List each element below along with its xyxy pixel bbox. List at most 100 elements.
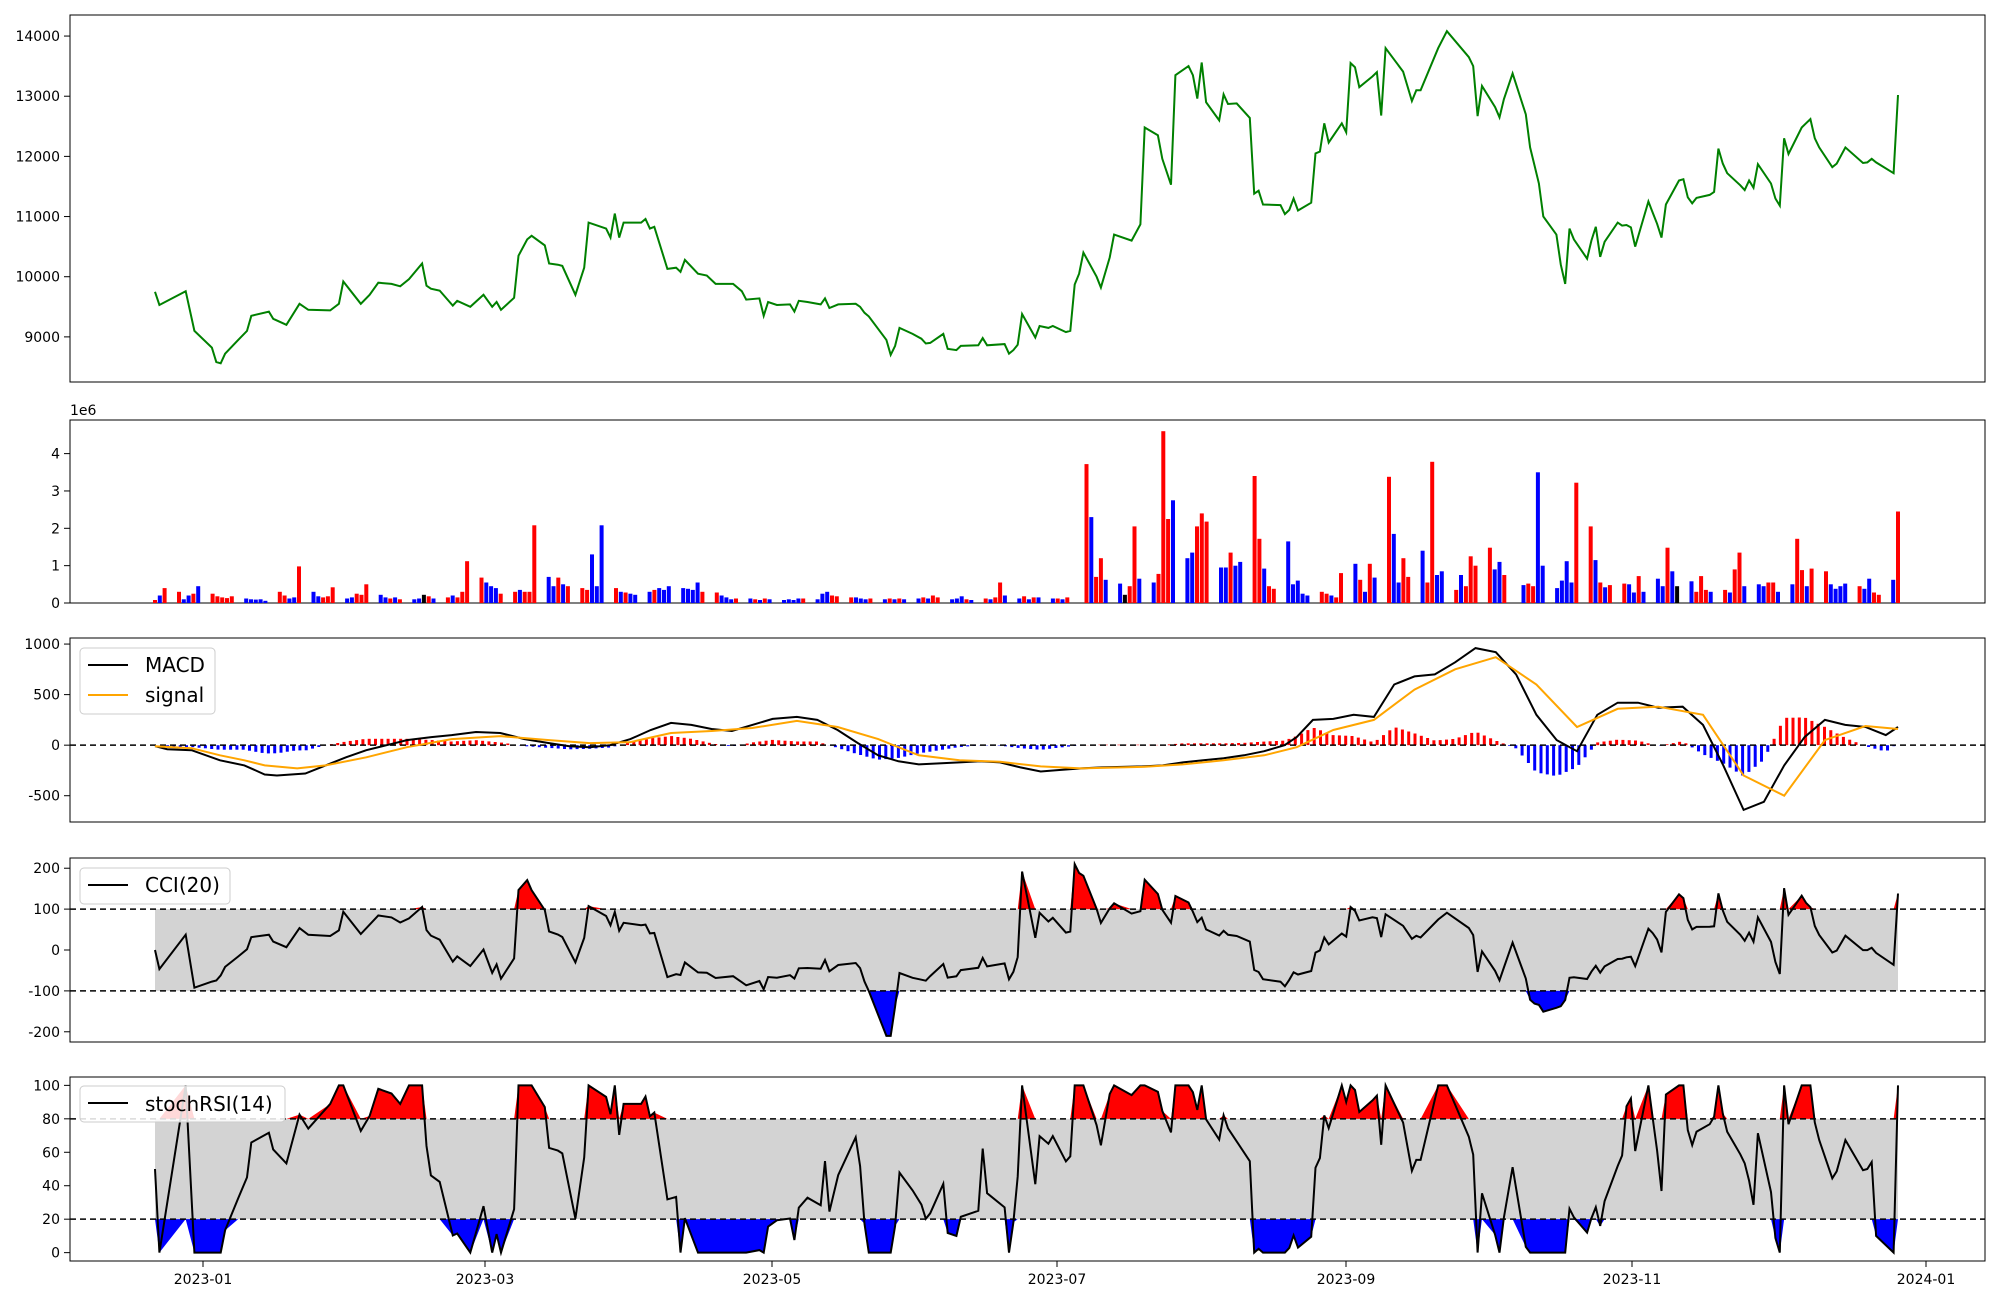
y-tick-label: 200 — [33, 861, 60, 877]
macd-hist-bar — [1067, 745, 1070, 747]
macd-hist-bar — [1344, 735, 1348, 746]
macd-hist-bar — [1388, 730, 1392, 746]
macd-hist-bar — [1274, 741, 1278, 746]
x-tick-label: 2023-09 — [1317, 1272, 1376, 1288]
volume-bar — [1199, 513, 1204, 603]
volume-bar — [858, 598, 863, 603]
volume-bar — [1857, 586, 1862, 603]
volume-bar — [762, 598, 767, 603]
volume-bar — [796, 598, 801, 603]
volume-bar — [1271, 588, 1276, 603]
macd-hist-bar — [1589, 745, 1593, 750]
volume-bar — [863, 599, 868, 603]
macd-hist-bar — [260, 745, 264, 753]
macd-hist-bar — [1690, 745, 1694, 748]
macd-hist-bar — [903, 745, 907, 757]
macd-hist-bar — [1489, 738, 1493, 746]
macd-axes-frame — [69, 637, 1986, 823]
volume-bar — [397, 599, 402, 603]
volume-bar — [758, 600, 762, 603]
volume-bar — [868, 598, 873, 603]
x-tick-label: 2023-07 — [1028, 1272, 1087, 1288]
cci-panel: -200 -100 0 100 200 CCI(20) — [28, 857, 1986, 1043]
macd-hist-bar — [1400, 729, 1404, 746]
macd-hist-bar — [644, 739, 648, 746]
volume-bar — [1468, 556, 1473, 603]
y-tick-label: 1 — [51, 559, 60, 575]
volume-bar — [354, 593, 359, 603]
macd-hist-bar — [752, 742, 755, 746]
macd-hist-bar — [1426, 738, 1430, 746]
cci-overbought-fill — [409, 864, 1899, 910]
macd-hist-bar — [1445, 739, 1448, 746]
macd-hist-bar — [455, 741, 459, 746]
volume-bar — [1420, 550, 1425, 603]
volume-bar — [1036, 597, 1041, 603]
macd-hist-bar — [355, 740, 359, 746]
macd-hist-bar — [1249, 742, 1253, 746]
price-line — [154, 29, 1899, 365]
volume-bar — [1238, 561, 1243, 603]
volume-bar — [297, 566, 301, 603]
volume-bar — [1228, 552, 1233, 603]
volume-bar — [1559, 580, 1564, 603]
volume-bar — [177, 591, 181, 603]
volume-bar — [1540, 565, 1545, 603]
volume-bar — [551, 586, 556, 603]
volume-bar — [1675, 586, 1680, 603]
y-tick-label: 11000 — [15, 210, 60, 226]
cci-legend-box — [79, 867, 231, 905]
macd-hist-bar — [386, 738, 390, 746]
volume-bar — [412, 599, 417, 603]
macd-hist-bar — [1558, 745, 1562, 775]
macd-hist-bar — [210, 745, 214, 749]
macd-hist-bar — [525, 745, 529, 747]
macd-hist-bar — [292, 745, 296, 751]
volume-bar — [364, 584, 369, 603]
macd-hist-bar — [556, 745, 560, 749]
macd-hist-bar — [1671, 743, 1675, 746]
macd-hist-bar — [203, 745, 207, 749]
macd-hist-bar — [846, 745, 850, 752]
volume-bar — [393, 597, 398, 603]
macd-hist-bar — [1167, 744, 1171, 746]
y-tick-label: 500 — [33, 688, 60, 704]
macd-hist-bar — [317, 745, 321, 747]
volume-bar — [450, 595, 455, 603]
macd-hist-bar — [1438, 740, 1442, 746]
volume-bar — [1367, 563, 1372, 603]
volume-bar — [244, 598, 249, 603]
volume-bar — [786, 599, 791, 603]
macd-hist-bar — [922, 745, 926, 753]
volume-bar — [1636, 576, 1641, 603]
macd-hist-bar — [304, 745, 308, 751]
y-tick-label: 0 — [51, 943, 60, 959]
volume-bar — [210, 593, 215, 603]
volume-bar — [388, 598, 393, 603]
y-tick-label: 60 — [42, 1145, 60, 1161]
macd-hist-bar — [1300, 733, 1304, 746]
macd-hist-bar — [1029, 745, 1033, 749]
volume-bar — [1233, 565, 1238, 603]
volume-bar — [1598, 582, 1603, 603]
macd-hist-bar — [1243, 742, 1247, 746]
volume-bar — [287, 598, 292, 603]
volume-bar — [1790, 584, 1795, 603]
macd-hist-bar — [248, 745, 251, 751]
macd-hist-bar — [1413, 733, 1417, 746]
volume-bar — [513, 591, 518, 603]
y-tick-label: 0 — [51, 596, 60, 612]
volume-bar — [830, 595, 834, 603]
volume-bar — [1804, 586, 1809, 603]
macd-hist-bar — [1369, 741, 1373, 746]
macd-hist-bar — [1048, 745, 1052, 749]
macd-hist-bar — [1747, 745, 1751, 772]
macd-hist-bar — [487, 741, 491, 746]
volume-bar — [902, 599, 907, 603]
y-tick-label: 10000 — [15, 270, 60, 286]
volume-bar — [1267, 586, 1271, 603]
volume-bar — [1771, 582, 1776, 603]
macd-hist-bar — [657, 737, 661, 746]
volume-bar — [815, 599, 820, 603]
volume-yticks: 0 1 2 3 4 — [51, 447, 70, 612]
